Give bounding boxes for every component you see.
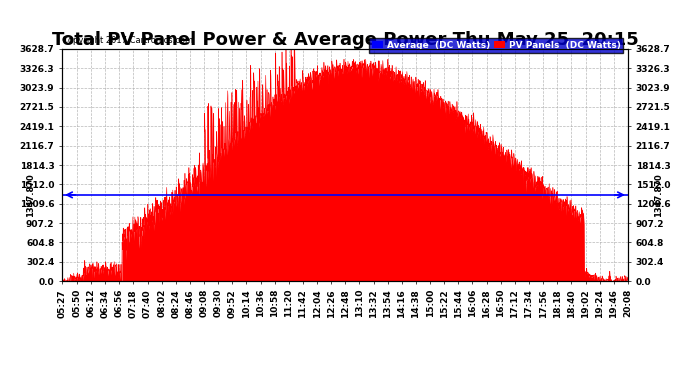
Text: 1347.870: 1347.870 [655, 173, 664, 217]
Text: Copyright 2017 Cartronics.com: Copyright 2017 Cartronics.com [62, 36, 193, 45]
Text: 1347.870: 1347.870 [26, 173, 35, 217]
Title: Total PV Panel Power & Average Power Thu May 25  20:15: Total PV Panel Power & Average Power Thu… [52, 31, 638, 49]
Legend: Average  (DC Watts), PV Panels  (DC Watts): Average (DC Watts), PV Panels (DC Watts) [369, 38, 623, 53]
